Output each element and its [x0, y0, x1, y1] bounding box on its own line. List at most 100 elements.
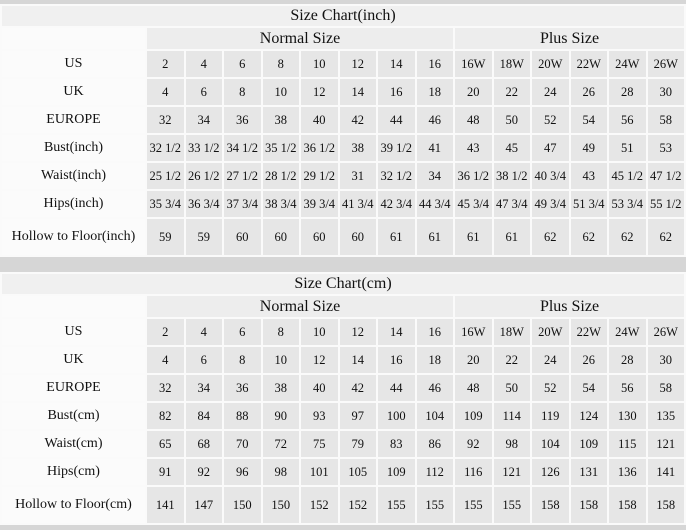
table-cell: 32 1/2: [145, 133, 186, 163]
table-cell: 131: [568, 457, 609, 487]
table-cell: 8: [222, 77, 263, 107]
table-cell: 93: [299, 401, 340, 431]
table-title: Size Chart(cm): [0, 272, 686, 296]
table-cell: 60: [222, 217, 263, 257]
table-cell: 61: [376, 217, 417, 257]
table-cell: 109: [453, 401, 494, 431]
title-row: Size Chart(cm): [0, 272, 686, 296]
table-cell: 10: [260, 77, 301, 107]
table-cell: 4: [183, 49, 224, 79]
table-cell: 104: [530, 429, 571, 459]
size-table: Size Chart(cm) Normal Size Plus Size US 2 4 6 8…: [0, 272, 686, 525]
table-cell: 24W: [607, 49, 648, 79]
table-cell: 49: [568, 133, 609, 163]
table-row: Bust(cm) 82 84 88 90 93 97 100 104 109 114 119 124 13…: [0, 401, 686, 431]
table-cell: 116: [453, 457, 494, 487]
table-cell: 16: [414, 49, 455, 79]
table-cell: 42: [337, 373, 378, 403]
table-row: Hollow to Floor(inch) 59 59 60 60 60 60 61 61 61 6…: [0, 217, 686, 257]
table-cell: 79: [337, 429, 378, 459]
table-cell: 112: [414, 457, 455, 487]
table-cell: 22: [491, 77, 532, 107]
blank-cell: [0, 26, 147, 51]
row-label: Bust(inch): [0, 133, 147, 163]
table-cell: 121: [645, 429, 686, 459]
table-cell: 26 1/2: [183, 161, 224, 191]
table-cell: 26W: [645, 317, 686, 347]
table-cell: 6: [183, 345, 224, 375]
table-cell: 12: [299, 77, 340, 107]
table-cell: 40 3/4: [530, 161, 571, 191]
table-cell: 104: [414, 401, 455, 431]
table-cell: 16W: [453, 317, 494, 347]
table-cell: 147: [183, 485, 224, 525]
table-cell: 109: [568, 429, 609, 459]
table-cell: 42: [337, 105, 378, 135]
table-cell: 18: [414, 345, 455, 375]
group-header: Plus Size: [453, 26, 686, 51]
table-cell: 75: [299, 429, 340, 459]
table-cell: 62: [568, 217, 609, 257]
table-cell: 141: [645, 457, 686, 487]
table-cell: 46: [414, 105, 455, 135]
table-cell: 152: [337, 485, 378, 525]
table-cell: 53 3/4: [607, 189, 648, 219]
table-cell: 105: [337, 457, 378, 487]
table-cell: 35 1/2: [260, 133, 301, 163]
table-cell: 30: [645, 77, 686, 107]
table-cell: 70: [222, 429, 263, 459]
table-cell: 60: [337, 217, 378, 257]
table-cell: 97: [337, 401, 378, 431]
table-cell: 24W: [607, 317, 648, 347]
table-cell: 16: [376, 345, 417, 375]
table-row: Waist(inch) 25 1/2 26 1/2 27 1/2 28 1/2 29 1/…: [0, 161, 686, 191]
table-cell: 39 3/4: [299, 189, 340, 219]
table-cell: 91: [145, 457, 186, 487]
table-cell: 136: [607, 457, 648, 487]
table-cell: 96: [222, 457, 263, 487]
table-cell: 48: [453, 373, 494, 403]
table-cell: 26W: [645, 49, 686, 79]
table-cell: 48: [453, 105, 494, 135]
table-cell: 62: [530, 217, 571, 257]
row-label: US: [0, 317, 147, 347]
table-cell: 50: [491, 373, 532, 403]
row-label: Hips(cm): [0, 457, 147, 487]
table-row: UK 4 6 8 10 12 14 16 18 20 22 24 26 28 30: [0, 77, 686, 107]
table-cell: 45 1/2: [607, 161, 648, 191]
table-cell: 18W: [491, 317, 532, 347]
table-cell: 114: [491, 401, 532, 431]
table-cell: 61: [491, 217, 532, 257]
table-cell: 61: [453, 217, 494, 257]
table-cell: 155: [414, 485, 455, 525]
table-cell: 2: [145, 317, 186, 347]
table-row: Bust(inch) 32 1/2 33 1/2 34 1/2 35 1/2 36 1/2…: [0, 133, 686, 163]
group-header: Plus Size: [453, 294, 686, 319]
table-cell: 33 1/2: [183, 133, 224, 163]
table-cell: 10: [260, 345, 301, 375]
table-cell: 60: [299, 217, 340, 257]
row-label: Bust(cm): [0, 401, 147, 431]
table-cell: 34: [414, 161, 455, 191]
table-cell: 38 3/4: [260, 189, 301, 219]
table-row: Hips(cm) 91 92 96 98 101 105 109 112 116 121 126 131…: [0, 457, 686, 487]
table-cell: 20: [453, 345, 494, 375]
table-cell: 40: [299, 373, 340, 403]
table-cell: 100: [376, 401, 417, 431]
table-cell: 43: [453, 133, 494, 163]
table-cell: 41: [414, 133, 455, 163]
table-cell: 58: [645, 373, 686, 403]
table-cell: 58: [645, 105, 686, 135]
row-label: US: [0, 49, 147, 79]
table-cell: 47 3/4: [491, 189, 532, 219]
table-cell: 10: [299, 317, 340, 347]
table-cell: 155: [491, 485, 532, 525]
table-cell: 98: [491, 429, 532, 459]
table-cell: 158: [645, 485, 686, 525]
table-cell: 158: [607, 485, 648, 525]
table-cell: 155: [453, 485, 494, 525]
table-cell: 28: [607, 345, 648, 375]
table-cell: 10: [299, 49, 340, 79]
table-cell: 31: [337, 161, 378, 191]
table-title: Size Chart(inch): [0, 4, 686, 28]
